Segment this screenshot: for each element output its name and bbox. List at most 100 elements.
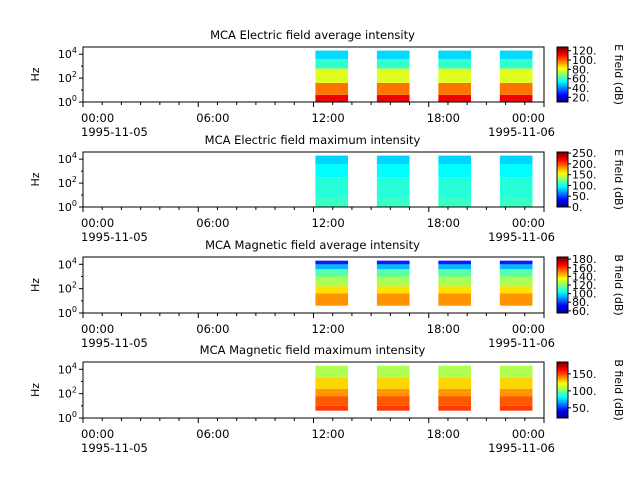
- spectrogram-band: [438, 377, 472, 389]
- colorbar-step: [557, 377, 568, 380]
- spectrogram-band: [438, 82, 472, 95]
- colorbar-step: [557, 264, 568, 266]
- colorbar-tick-label: 40.: [572, 82, 590, 95]
- spectrogram-band: [438, 264, 472, 270]
- x-tick-label: 12:00: [312, 216, 345, 230]
- colorbar-step: [557, 290, 568, 293]
- spectrogram-band: [315, 197, 349, 207]
- y-tick-exponent: 0: [72, 410, 77, 419]
- spectrogram-band: [499, 155, 533, 164]
- colorbar-step: [557, 164, 568, 167]
- colorbar-step: [557, 52, 568, 55]
- colorbar-step: [557, 297, 568, 300]
- y-tick-base: 10: [58, 177, 72, 190]
- colorbar-step: [557, 380, 568, 382]
- colorbar-label: E field (dB): [612, 44, 625, 105]
- spectrogram-band: [499, 68, 533, 83]
- colorbar-step: [557, 287, 568, 290]
- y-tick-exponent: 4: [72, 361, 77, 370]
- colorbar-tick-label: 100.: [572, 179, 597, 192]
- colorbar-step: [557, 53, 568, 56]
- spectrogram-band: [438, 68, 472, 83]
- spectrogram-band: [499, 264, 533, 270]
- colorbar-step: [557, 47, 568, 49]
- x-tick-label: 00:00: [81, 216, 114, 230]
- colorbar-step: [557, 406, 568, 409]
- y-tick-base: 10: [58, 363, 72, 376]
- colorbar-step: [557, 301, 568, 304]
- colorbar-step: [557, 175, 568, 178]
- colorbar-step: [557, 307, 568, 310]
- panel-e-maximum: MCA Electric field maximum intensity1001…: [29, 133, 625, 244]
- colorbar-step: [557, 306, 568, 308]
- chart-title: MCA Electric field maximum intensity: [205, 133, 421, 147]
- colorbar-step: [557, 296, 568, 298]
- colorbar-step: [557, 190, 568, 193]
- colorbar-step: [557, 70, 568, 73]
- colorbar-step: [557, 60, 568, 63]
- colorbar-step: [557, 56, 568, 59]
- colorbar-step: [557, 363, 568, 366]
- colorbar: 60.80.100.120.140.160.180. B field (dB): [556, 253, 625, 318]
- data-segment-3: [438, 155, 472, 207]
- spectrogram-band: [499, 177, 533, 198]
- spectrogram-band: [438, 94, 472, 102]
- x-date-label-left: 1995-11-05: [81, 336, 148, 350]
- data-segment-3: [438, 50, 472, 102]
- colorbar-tick-label: 120.: [572, 279, 597, 292]
- colorbar-step: [557, 185, 568, 187]
- colorbar-tick-label: 60.: [572, 305, 590, 318]
- colorbar-step: [557, 92, 568, 95]
- spectrogram-band: [315, 177, 349, 198]
- colorbar-step: [557, 81, 568, 84]
- colorbar-tick-label: 140.: [572, 270, 597, 283]
- spectrogram-band: [438, 163, 472, 178]
- colorbar: 50. 100. 150. B field (dB): [556, 359, 625, 421]
- x-tick-label-right: 00:00: [512, 427, 545, 441]
- x-date-label-left: 1995-11-05: [81, 125, 148, 139]
- spectrogram-band: [315, 365, 349, 378]
- colorbar-step: [557, 89, 568, 92]
- colorbar-step: [557, 374, 568, 377]
- spectrogram-band: [438, 155, 472, 164]
- colorbar-step: [557, 163, 568, 165]
- colorbar-step: [557, 278, 568, 280]
- colorbar-step: [557, 370, 568, 373]
- spectrogram-band: [315, 68, 349, 83]
- spectrogram-band: [376, 264, 410, 270]
- colorbar-step: [557, 58, 568, 60]
- colorbar-step: [557, 157, 568, 160]
- y-tick-label: 100: [58, 410, 77, 425]
- colorbar-step: [557, 165, 568, 168]
- colorbar-step: [557, 285, 568, 287]
- panel-b-maximum: MCA Magnetic field maximum intensity1001…: [29, 343, 625, 455]
- colorbar-tick-label: 250.: [572, 147, 597, 160]
- colorbar-step: [557, 77, 568, 80]
- colorbar-tick-label: 80.: [572, 296, 590, 309]
- y-tick-base: 10: [58, 412, 72, 425]
- colorbar-step: [557, 196, 568, 198]
- spectrogram-band: [438, 58, 472, 69]
- colorbar-frame: [556, 151, 569, 208]
- colorbar-step: [557, 154, 568, 157]
- colorbar-step: [557, 385, 568, 388]
- y-tick-exponent: 2: [72, 70, 77, 79]
- y-axis-label: Hz: [29, 172, 42, 186]
- colorbar-step: [557, 261, 568, 263]
- spectrogram-band: [438, 388, 472, 397]
- spectrogram-band: [376, 293, 410, 306]
- colorbar-step: [557, 156, 568, 158]
- spectrogram-band: [499, 260, 533, 265]
- colorbar-step: [557, 161, 568, 164]
- colorbar-step: [557, 194, 568, 197]
- y-tick-base: 10: [58, 96, 72, 109]
- colorbar-step: [557, 401, 568, 403]
- colorbar-step: [557, 397, 568, 399]
- colorbar-tick-label: 180.: [572, 253, 597, 266]
- colorbar-step: [557, 381, 568, 384]
- y-axis-label: Hz: [29, 278, 42, 292]
- data-segment-3: [438, 260, 472, 306]
- y-tick-label: 104: [58, 256, 77, 271]
